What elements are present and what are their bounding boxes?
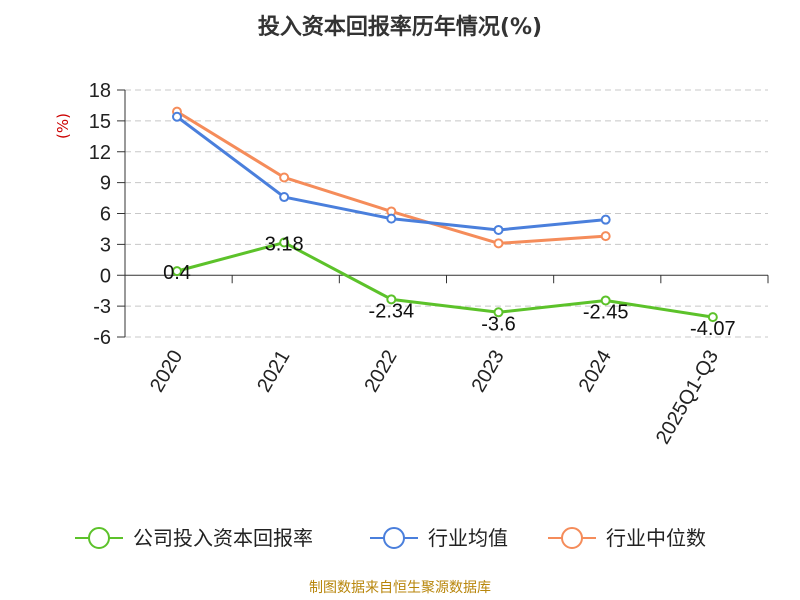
legend-label: 公司投入资本回报率: [133, 526, 313, 550]
data-point: [600, 231, 611, 242]
source-note: 制图数据来自恒生聚源数据库: [309, 580, 491, 596]
x-tick-label: 2024: [575, 347, 616, 397]
y-tick-label: 18: [89, 80, 111, 102]
data-point: [493, 238, 504, 249]
legend-label: 行业中位数: [606, 526, 706, 550]
data-point: [386, 294, 397, 305]
data-point: [279, 192, 290, 203]
data-point: [493, 224, 504, 235]
chart-title: 投入资本回报率历年情况(%): [258, 14, 542, 40]
y-ticks: 18 15 12 9 6 3 0 -3 -6: [89, 80, 125, 349]
data-point: [707, 312, 718, 323]
series-group: [172, 106, 718, 323]
data-label: -2.45: [583, 301, 629, 323]
data-label: 3.18: [265, 234, 304, 256]
y-tick-label: 9: [100, 173, 111, 195]
x-tick-label: 2022: [360, 347, 401, 397]
data-label: 0.4: [163, 262, 191, 284]
data-label: -4.07: [690, 318, 736, 340]
x-ticks: 2020 2021 2022 2023 2024 2025Q1-Q3: [124, 275, 769, 449]
legend-marker: [561, 527, 583, 549]
legend-item[interactable]: 行业中位数: [548, 526, 706, 550]
y-axis-label: (%): [54, 113, 72, 139]
data-point: [600, 295, 611, 306]
y-tick-label: -3: [93, 296, 111, 318]
x-tick-label: 2025Q1-Q3: [652, 347, 723, 449]
data-label: -2.34: [369, 300, 415, 322]
data-point: [279, 172, 290, 183]
y-tick-label: 0: [100, 265, 111, 287]
data-point: [172, 266, 182, 277]
grid: [125, 89, 768, 338]
y-tick-label: 12: [89, 142, 111, 164]
legend-label: 行业均值: [428, 526, 508, 550]
data-point: [172, 111, 182, 122]
y-tick-label: 6: [100, 204, 111, 226]
y-tick-label: -6: [93, 327, 111, 349]
x-tick-label: 2023: [468, 347, 509, 397]
y-tick-label: 3: [100, 234, 111, 256]
data-labels: 0.4 3.18 -2.34 -3.6 -2.45 -4.07: [163, 234, 736, 341]
series-line: [176, 241, 714, 319]
legend[interactable]: 公司投入资本回报率 行业均值 行业中位数: [75, 526, 706, 550]
x-tick-label: 2020: [146, 347, 187, 397]
legend-marker: [383, 527, 405, 549]
data-point: [386, 213, 397, 224]
data-point: [493, 307, 504, 318]
legend-marker: [88, 527, 110, 549]
data-label: -3.6: [481, 313, 515, 335]
legend-item[interactable]: 行业均值: [370, 526, 508, 550]
x-tick-label: 2021: [253, 347, 294, 397]
data-point: [600, 214, 611, 225]
y-tick-label: 15: [89, 111, 111, 133]
data-point: [279, 237, 290, 248]
legend-item[interactable]: 公司投入资本回报率: [75, 526, 313, 550]
